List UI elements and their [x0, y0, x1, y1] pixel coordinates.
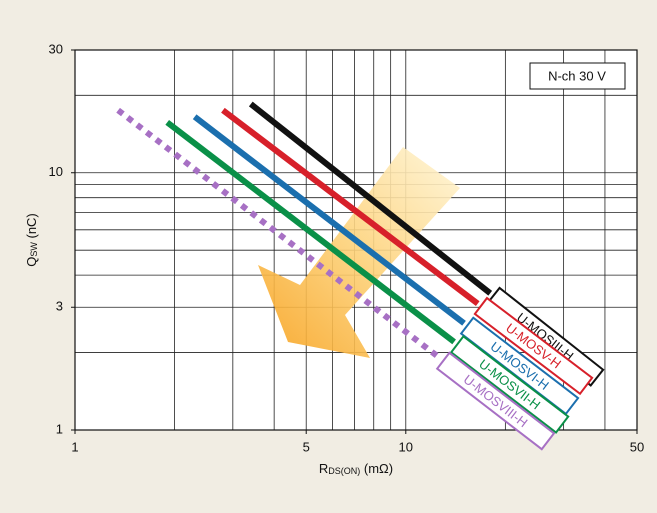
series-label-box: [449, 334, 570, 434]
x-label-main: R: [319, 461, 328, 476]
y-tick-label: 10: [49, 164, 63, 179]
series-line: [116, 107, 442, 361]
x-tick-label: 10: [399, 439, 413, 454]
trend-arrow: [258, 147, 460, 358]
series-line: [248, 101, 493, 296]
y-label-main: Q: [24, 257, 39, 267]
x-tick-label: 1: [71, 439, 78, 454]
series-label-box: [435, 351, 556, 451]
series-label-box: [473, 296, 594, 396]
y-label-sub: SW: [29, 242, 39, 257]
x-label-sub: DS(ON): [328, 466, 360, 476]
series-lines: [116, 101, 493, 361]
y-tick-label: 1: [56, 421, 63, 436]
x-tick-label: 50: [630, 439, 644, 454]
y-tick-label: 30: [49, 41, 63, 56]
y-label-rest: (nC): [24, 213, 39, 242]
series-line: [221, 107, 480, 306]
annotation: N-ch 30 V: [548, 68, 606, 83]
x-label-rest: (mΩ): [360, 461, 393, 476]
x-tick-label: 5: [303, 439, 310, 454]
annotation-box: [529, 62, 626, 90]
y-axis-label: QSW (nC): [24, 213, 39, 267]
y-tick-label: 3: [56, 299, 63, 314]
plot-border: [74, 49, 638, 431]
x-axis-label: RDS(ON) (mΩ): [319, 461, 393, 476]
series-line: [165, 119, 456, 345]
series-line: [192, 114, 466, 326]
